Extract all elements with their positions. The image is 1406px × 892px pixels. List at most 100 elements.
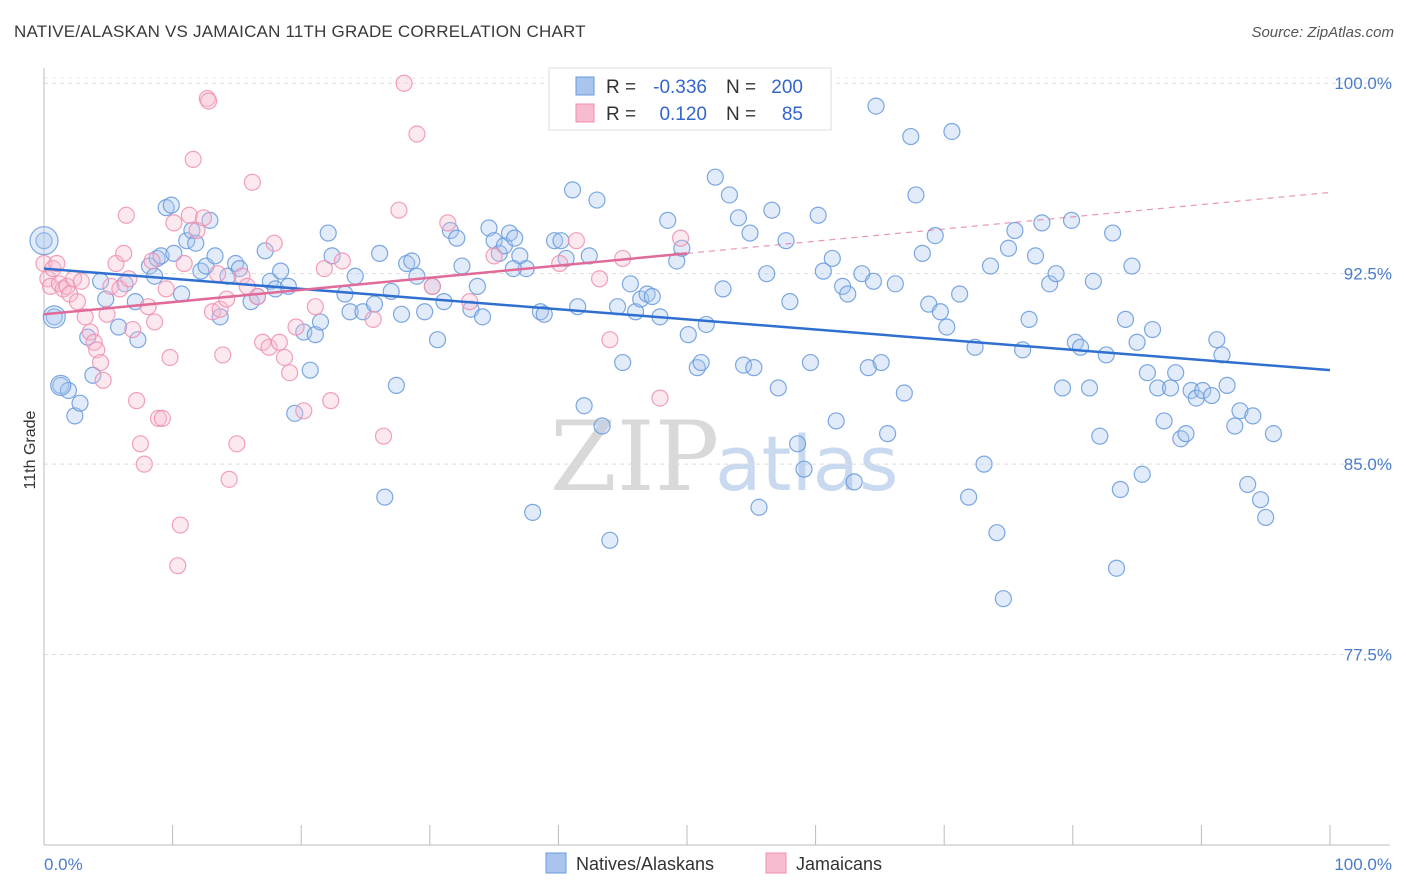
data-point: [139, 298, 157, 316]
data-point: [913, 244, 931, 262]
data-point: [295, 402, 313, 420]
data-point: [98, 305, 116, 323]
data-point: [614, 353, 632, 372]
data-point: [184, 150, 202, 169]
data-point: [194, 209, 213, 227]
data-point: [48, 254, 66, 273]
data-point: [902, 127, 920, 146]
data-point: [72, 272, 90, 290]
data-point: [1244, 407, 1262, 425]
data-point: [1172, 430, 1190, 448]
data-point: [859, 359, 877, 377]
data-point: [371, 244, 389, 262]
data-point: [408, 267, 426, 285]
data-point: [575, 397, 593, 415]
data-point: [218, 290, 236, 308]
data-point: [593, 417, 611, 435]
data-point: [220, 470, 238, 488]
data-point: [127, 392, 146, 410]
data-point: [76, 308, 94, 326]
data-point: [801, 353, 820, 372]
data-point: [408, 125, 426, 143]
chart-title: NATIVE/ALASKAN VS JAMAICAN 11TH GRADE CO…: [14, 22, 586, 41]
x-tick-label-min: 0.0%: [44, 855, 83, 874]
data-point: [1091, 427, 1109, 445]
data-point: [809, 206, 827, 224]
data-point: [322, 392, 340, 410]
data-point: [84, 366, 102, 384]
data-point: [395, 74, 413, 92]
data-point: [777, 232, 795, 250]
data-point: [109, 318, 128, 336]
data-point: [1020, 310, 1038, 328]
data-point: [745, 359, 763, 377]
data-point: [319, 224, 337, 242]
data-point: [659, 211, 677, 229]
axes: [43, 68, 1390, 846]
watermark-zip: ZIP: [550, 401, 719, 513]
data-point: [439, 214, 457, 232]
data-point: [823, 249, 841, 268]
stats-r-value-jamaicans: 0.120: [659, 104, 707, 125]
source-credit: Source: ZipAtlas.com: [1251, 24, 1394, 41]
x-tick-label-max: 100.0%: [1334, 855, 1392, 874]
data-point: [1053, 379, 1072, 397]
data-point: [938, 318, 956, 336]
data-point: [588, 191, 606, 209]
data-point: [867, 97, 885, 115]
y-tick-label: 85.0%: [1344, 455, 1392, 474]
data-point: [346, 267, 364, 285]
stats-n-label-natives: N =: [726, 77, 756, 98]
data-point: [416, 303, 434, 321]
data-point: [341, 303, 359, 321]
data-point: [931, 303, 949, 321]
x-axis-ticks: [43, 825, 1331, 845]
data-point: [333, 252, 351, 270]
data-point: [161, 348, 179, 367]
data-point: [1104, 224, 1122, 242]
data-point: [1097, 346, 1115, 364]
data-point: [994, 590, 1012, 608]
data-point: [387, 376, 405, 395]
stats-swatch-jamaicans: [575, 103, 595, 123]
data-point: [66, 407, 84, 425]
gridlines: [44, 77, 1390, 656]
data-point: [960, 488, 978, 506]
data-point: [149, 409, 168, 428]
data-point: [1257, 508, 1275, 527]
data-point: [951, 285, 969, 303]
data-point: [864, 272, 883, 290]
data-point-large: [42, 305, 66, 329]
y-axis-label: 11th Grade: [22, 410, 39, 489]
trendline-jamaicans-extension: [686, 191, 1331, 254]
data-point: [692, 353, 710, 372]
data-point: [135, 455, 153, 473]
data-point: [1123, 257, 1141, 275]
data-point: [152, 247, 170, 265]
data-point: [668, 252, 686, 270]
data-point: [473, 308, 492, 326]
data-point: [1033, 214, 1051, 232]
data-point: [1218, 376, 1236, 395]
data-point: [260, 338, 278, 356]
trendline-natives: [43, 267, 1331, 372]
trendline-jamaicans: [43, 252, 688, 316]
data-point: [1194, 381, 1212, 400]
data-point: [1177, 425, 1195, 443]
data-point: [1026, 247, 1045, 265]
data-point: [153, 409, 171, 428]
data-point: [788, 435, 807, 453]
data-point: [601, 331, 619, 349]
legend-swatch-natives: [545, 852, 567, 874]
data-point: [131, 435, 150, 453]
data-point: [1047, 265, 1065, 283]
data-point: [567, 232, 586, 250]
data-point: [115, 244, 133, 262]
data-point: [1133, 465, 1151, 483]
watermark-atlas: atlas: [715, 419, 899, 508]
data-point: [187, 234, 205, 252]
data-point: [68, 293, 87, 311]
data-point: [895, 384, 913, 402]
bottom-legend: Natives/Alaskans Jamaicans: [545, 852, 882, 874]
data-point: [651, 389, 669, 407]
